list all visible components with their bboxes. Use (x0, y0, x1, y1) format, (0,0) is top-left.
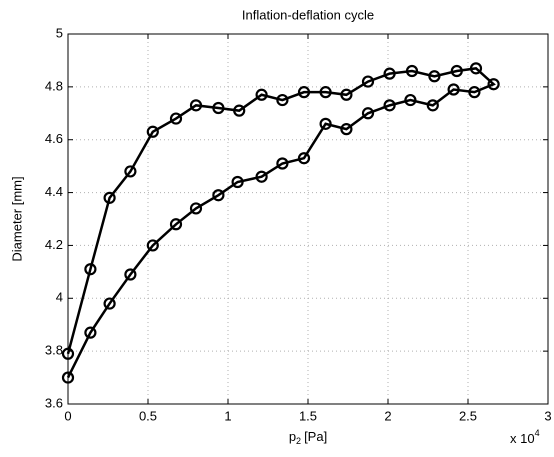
data-point (255, 88, 268, 101)
data-point (361, 107, 375, 120)
y-tick-label: 4.6 (45, 131, 63, 146)
data-point (146, 239, 159, 252)
data-point (426, 99, 439, 112)
plot-frame (67, 33, 549, 405)
data-point (212, 101, 225, 115)
y-tick-label: 4.2 (45, 237, 63, 252)
data-point (487, 78, 500, 91)
data-point (169, 112, 183, 125)
data-point (212, 189, 225, 202)
data-point (61, 347, 75, 360)
data-point (255, 170, 268, 183)
chart-title: Inflation-deflation cycle (242, 7, 374, 22)
data-point (189, 99, 203, 112)
data-point (231, 175, 244, 189)
data-point (428, 70, 441, 83)
data-point (61, 371, 75, 384)
data-point (124, 165, 137, 178)
data-line (66, 67, 496, 379)
data-point (404, 93, 417, 107)
data-point (146, 125, 159, 138)
data-point (84, 326, 97, 339)
data-point (405, 64, 419, 78)
x-tick-label: 2 (384, 408, 391, 423)
y-tick-label: 4 (56, 290, 63, 305)
data-point (383, 67, 396, 80)
data-point (276, 93, 289, 107)
data-point (383, 99, 396, 112)
x-tick-label: 0 (64, 408, 71, 423)
data-point (447, 83, 460, 96)
data-point (84, 263, 97, 276)
y-tick-label: 4.4 (45, 184, 63, 199)
y-tick-label: 3.8 (45, 343, 63, 358)
data-point (169, 218, 183, 231)
x-axis-label-main: p (289, 429, 296, 444)
data-point (297, 86, 311, 99)
x-axis-label: p2 [Pa] (289, 429, 327, 446)
data-point (340, 123, 353, 136)
x-multiplier-base: x 10 (510, 431, 535, 446)
x-tick-label: 2.5 (459, 408, 477, 423)
data-point (340, 88, 353, 101)
data-point (103, 297, 116, 310)
y-tick-label: 5 (56, 25, 63, 40)
data-point (189, 202, 203, 215)
x-tick-label: 1.5 (299, 408, 317, 423)
x-tick-label: 1 (224, 408, 231, 423)
data-point (361, 75, 375, 88)
y-tick-label: 4.8 (45, 78, 63, 93)
data-point (124, 268, 137, 281)
data-point (450, 64, 463, 78)
x-multiplier: x 104 (510, 428, 540, 446)
data-point (319, 117, 332, 130)
x-axis-label-sub: 2 (296, 436, 301, 446)
data-point (103, 191, 116, 204)
data-point (276, 157, 289, 170)
y-axis-label: Diameter [mm] (9, 176, 24, 261)
data-point (469, 62, 483, 75)
data-point (468, 86, 481, 99)
x-tick-label: 3 (544, 408, 551, 423)
y-tick-label: 3.6 (45, 395, 63, 410)
data-point (233, 104, 246, 117)
x-multiplier-exp: 4 (535, 428, 540, 438)
data-point (297, 152, 311, 165)
x-tick-label: 0.5 (139, 408, 157, 423)
data-point (319, 86, 332, 99)
x-axis-label-unit: [Pa] (304, 429, 327, 444)
